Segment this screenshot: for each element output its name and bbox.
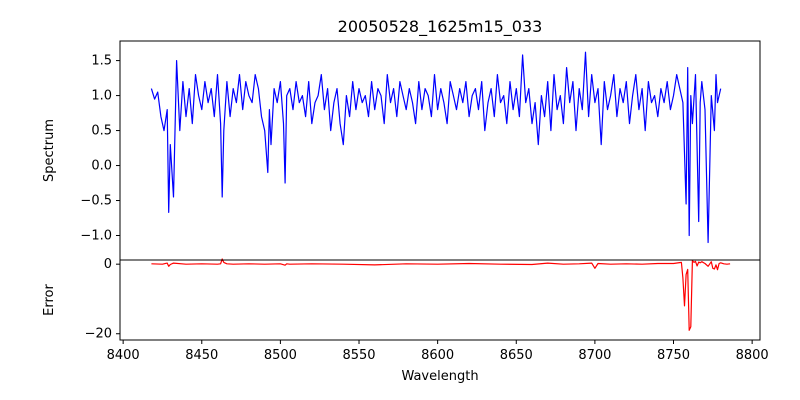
x-tick-label: 8750 — [657, 348, 690, 363]
spectrum-y-tick-label: −0.5 — [80, 194, 112, 209]
error-y-tick-label: 0 — [104, 257, 112, 272]
spectrum-panel: −1.0 −0.5 0.0 0.5 1.0 1.5 Spectrum — [42, 40, 761, 261]
error-axes-frame — [119, 259, 761, 341]
chart-title: 20050528_1625m15_033 — [338, 17, 543, 37]
x-tick-label: 8550 — [342, 348, 375, 363]
x-axis-label: Wavelength — [401, 369, 478, 384]
spectrum-y-tick-label: 1.0 — [91, 89, 112, 104]
x-axis: 8400 8450 8500 8550 8600 8650 8700 8750 8800 — [107, 340, 769, 363]
x-tick-label: 8450 — [185, 348, 218, 363]
spectrum-y-tick-label: 0.0 — [91, 159, 112, 174]
x-tick-label: 8800 — [736, 348, 769, 363]
spectrum-y-tick-label: −1.0 — [80, 229, 112, 244]
spectrum-y-tick-label: 0.5 — [91, 124, 112, 139]
error-panel: 0 −20 Error — [42, 257, 761, 342]
error-y-axis-label: Error — [42, 284, 57, 316]
x-tick-label: 8650 — [500, 348, 533, 363]
spectrum-y-axis-label: Spectrum — [42, 119, 57, 182]
x-tick-label: 8700 — [578, 348, 611, 363]
x-tick-label: 8400 — [107, 348, 140, 363]
x-tick-label: 8500 — [264, 348, 297, 363]
spectrum-series-line — [150, 51, 722, 244]
x-tick-label: 8600 — [421, 348, 454, 363]
spectrum-y-tick-label: 1.5 — [91, 54, 112, 69]
error-y-tick-label: −20 — [85, 327, 112, 342]
error-series-line — [151, 258, 731, 331]
spectrum-axes-frame — [119, 40, 761, 261]
